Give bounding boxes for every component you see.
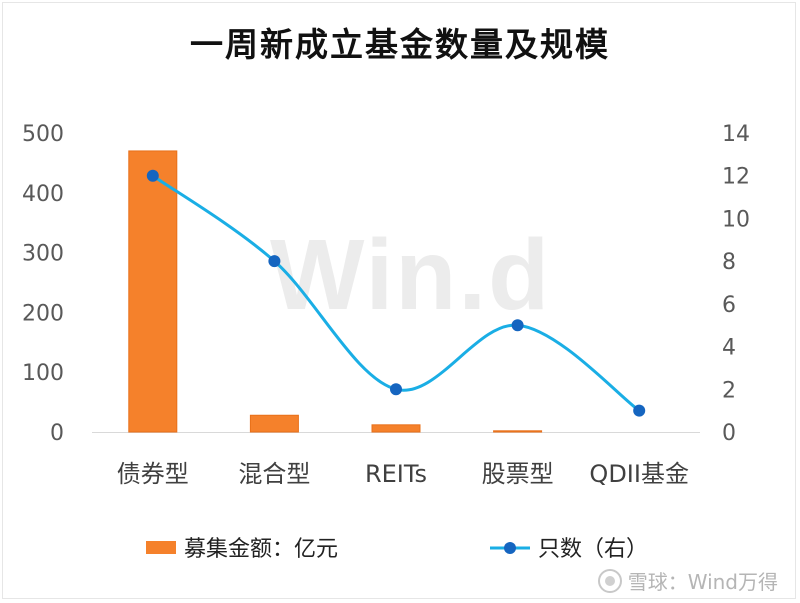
category-label: 股票型: [482, 460, 554, 488]
legend-line-label: 只数（右）: [538, 537, 648, 562]
right-tick-label: 0: [722, 421, 736, 446]
left-tick-label: 400: [22, 182, 64, 207]
right-tick-label: 6: [722, 293, 736, 318]
chart-title: 一周新成立基金数量及规模: [190, 25, 610, 64]
line-series: [146, 169, 646, 417]
legend: 募集金额：亿元 只数（右）: [146, 537, 648, 562]
snowball-logo-icon: [597, 568, 622, 593]
legend-bar-swatch: [146, 541, 176, 554]
left-tick-label: 100: [22, 361, 64, 386]
line-point: [511, 319, 524, 332]
line-point: [633, 404, 646, 417]
left-tick-label: 500: [22, 122, 64, 147]
left-tick-label: 300: [22, 242, 64, 267]
left-tick-label: 200: [22, 301, 64, 326]
footer-text: 雪球：Wind万得: [627, 570, 778, 594]
right-tick-label: 4: [722, 336, 736, 361]
category-label: 债券型: [117, 460, 189, 488]
bar: [249, 414, 299, 433]
bar: [371, 424, 421, 433]
right-tick-label: 10: [722, 207, 750, 232]
right-tick-label: 2: [722, 378, 736, 403]
line-point: [390, 383, 402, 396]
legend-line-marker: [504, 542, 516, 554]
right-axis-ticks: 0 2 4 6 8 10 12 14: [722, 122, 750, 446]
category-label: 混合型: [238, 460, 310, 488]
left-axis-ticks: 0 100 200 300 400 500: [22, 122, 64, 446]
bar: [128, 150, 178, 433]
category-labels: 债券型 混合型 REITs 股票型 QDII基金: [117, 460, 689, 488]
line-point: [146, 169, 159, 182]
right-tick-label: 8: [722, 250, 736, 275]
series-line: [151, 174, 641, 412]
footer-watermark: 雪球：Wind万得: [597, 566, 778, 595]
category-label: REITs: [365, 460, 427, 488]
legend-bar-label: 募集金额：亿元: [184, 537, 338, 562]
bar-series: [128, 150, 543, 433]
right-tick-label: 14: [722, 122, 750, 147]
category-label: QDII基金: [589, 460, 689, 488]
left-tick-label: 0: [50, 421, 64, 446]
line-point: [268, 255, 281, 268]
bar: [493, 430, 543, 433]
right-tick-label: 12: [722, 165, 750, 190]
